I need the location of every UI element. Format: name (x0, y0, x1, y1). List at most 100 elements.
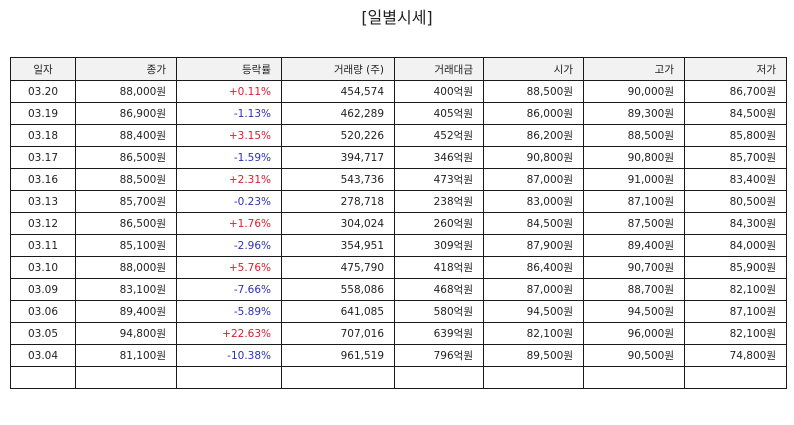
cell-low: 85,700원 (684, 146, 787, 169)
cell-date: 03.11 (10, 234, 76, 257)
cell-open (483, 366, 584, 389)
cell-date: 03.20 (10, 80, 76, 103)
cell-volume: 961,519 (281, 344, 395, 367)
cell-change (176, 366, 282, 389)
cell-open: 94,500원 (483, 300, 584, 323)
cell-volume: 304,024 (281, 212, 395, 235)
cell-date: 03.10 (10, 256, 76, 279)
cell-amount: 346억원 (394, 146, 484, 169)
cell-change: -0.23% (176, 190, 282, 213)
column-header-volume: 거래량 (주) (281, 57, 395, 81)
cell-amount: 309억원 (394, 234, 484, 257)
cell-date: 03.05 (10, 322, 76, 345)
cell-change: -1.13% (176, 102, 282, 125)
cell-high: 90,700원 (583, 256, 685, 279)
cell-open: 87,000원 (483, 278, 584, 301)
cell-date: 03.09 (10, 278, 76, 301)
cell-date: 03.19 (10, 102, 76, 125)
table-header-row: 일자 종가 등락률 거래량 (주) 거래대금 시가 고가 저가 (10, 57, 787, 81)
cell-high: 88,500원 (583, 124, 685, 147)
cell-close: 88,000원 (75, 256, 177, 279)
cell-amount: 580억원 (394, 300, 484, 323)
cell-high: 90,500원 (583, 344, 685, 367)
cell-close: 83,100원 (75, 278, 177, 301)
cell-amount: 452억원 (394, 124, 484, 147)
cell-high: 89,300원 (583, 102, 685, 125)
cell-open: 82,100원 (483, 322, 584, 345)
cell-close: 86,500원 (75, 146, 177, 169)
cell-close: 88,500원 (75, 168, 177, 191)
table-row: 03.18 88,400원 +3.15% 520,226 452억원 86,200원 88,… (10, 124, 787, 147)
cell-close: 86,500원 (75, 212, 177, 235)
cell-high: 89,400원 (583, 234, 685, 257)
cell-open: 87,000원 (483, 168, 584, 191)
cell-close: 86,900원 (75, 102, 177, 125)
cell-high: 91,000원 (583, 168, 685, 191)
table-row (10, 366, 787, 389)
cell-close (75, 366, 177, 389)
cell-change: -10.38% (176, 344, 282, 367)
cell-change: -7.66% (176, 278, 282, 301)
cell-change: +22.63% (176, 322, 282, 345)
cell-close: 85,700원 (75, 190, 177, 213)
cell-low: 82,100원 (684, 322, 787, 345)
table-row: 03.04 81,100원 -10.38% 961,519 796억원 89,500원 90… (10, 344, 787, 367)
cell-volume: 462,289 (281, 102, 395, 125)
cell-amount: 473억원 (394, 168, 484, 191)
cell-close: 88,000원 (75, 80, 177, 103)
table-row: 03.09 83,100원 -7.66% 558,086 468억원 87,000원 88,… (10, 278, 787, 301)
table-row: 03.16 88,500원 +2.31% 543,736 473억원 87,000원 91,… (10, 168, 787, 191)
cell-close: 94,800원 (75, 322, 177, 345)
cell-date: 03.18 (10, 124, 76, 147)
cell-high: 94,500원 (583, 300, 685, 323)
cell-high: 96,000원 (583, 322, 685, 345)
cell-low: 84,000원 (684, 234, 787, 257)
table-row: 03.10 88,000원 +5.76% 475,790 418억원 86,400원 90,… (10, 256, 787, 279)
page-title: [일별시세] (361, 8, 433, 27)
cell-date: 03.06 (10, 300, 76, 323)
column-header-high: 고가 (583, 57, 685, 81)
column-header-open: 시가 (483, 57, 584, 81)
cell-open: 88,500원 (483, 80, 584, 103)
cell-date: 03.04 (10, 344, 76, 367)
cell-close: 81,100원 (75, 344, 177, 367)
cell-volume: 520,226 (281, 124, 395, 147)
cell-amount: 418억원 (394, 256, 484, 279)
cell-volume: 475,790 (281, 256, 395, 279)
cell-date: 03.13 (10, 190, 76, 213)
cell-volume (281, 366, 395, 389)
cell-volume: 543,736 (281, 168, 395, 191)
cell-high: 87,100원 (583, 190, 685, 213)
cell-open: 86,200원 (483, 124, 584, 147)
table-row: 03.17 86,500원 -1.59% 394,717 346억원 90,800원 90,… (10, 146, 787, 169)
cell-amount: 405억원 (394, 102, 484, 125)
cell-volume: 558,086 (281, 278, 395, 301)
table-row: 03.12 86,500원 +1.76% 304,024 260억원 84,500원 87,… (10, 212, 787, 235)
cell-low: 85,900원 (684, 256, 787, 279)
cell-change: -5.89% (176, 300, 282, 323)
cell-high: 90,000원 (583, 80, 685, 103)
cell-open: 89,500원 (483, 344, 584, 367)
cell-low: 85,800원 (684, 124, 787, 147)
cell-open: 83,000원 (483, 190, 584, 213)
cell-amount: 639억원 (394, 322, 484, 345)
cell-close: 88,400원 (75, 124, 177, 147)
cell-low (684, 366, 787, 389)
cell-change: +1.76% (176, 212, 282, 235)
cell-volume: 354,951 (281, 234, 395, 257)
cell-change: -2.96% (176, 234, 282, 257)
cell-low: 80,500원 (684, 190, 787, 213)
cell-date: 03.16 (10, 168, 76, 191)
cell-change: +3.15% (176, 124, 282, 147)
cell-open: 90,800원 (483, 146, 584, 169)
cell-low: 82,100원 (684, 278, 787, 301)
cell-low: 84,500원 (684, 102, 787, 125)
column-header-close: 종가 (75, 57, 177, 81)
cell-close: 89,400원 (75, 300, 177, 323)
daily-price-table: 일자 종가 등락률 거래량 (주) 거래대금 시가 고가 저가 03.20 88,… (10, 57, 787, 389)
cell-change: -1.59% (176, 146, 282, 169)
cell-low: 87,100원 (684, 300, 787, 323)
cell-high (583, 366, 685, 389)
cell-high: 90,800원 (583, 146, 685, 169)
cell-amount: 468억원 (394, 278, 484, 301)
